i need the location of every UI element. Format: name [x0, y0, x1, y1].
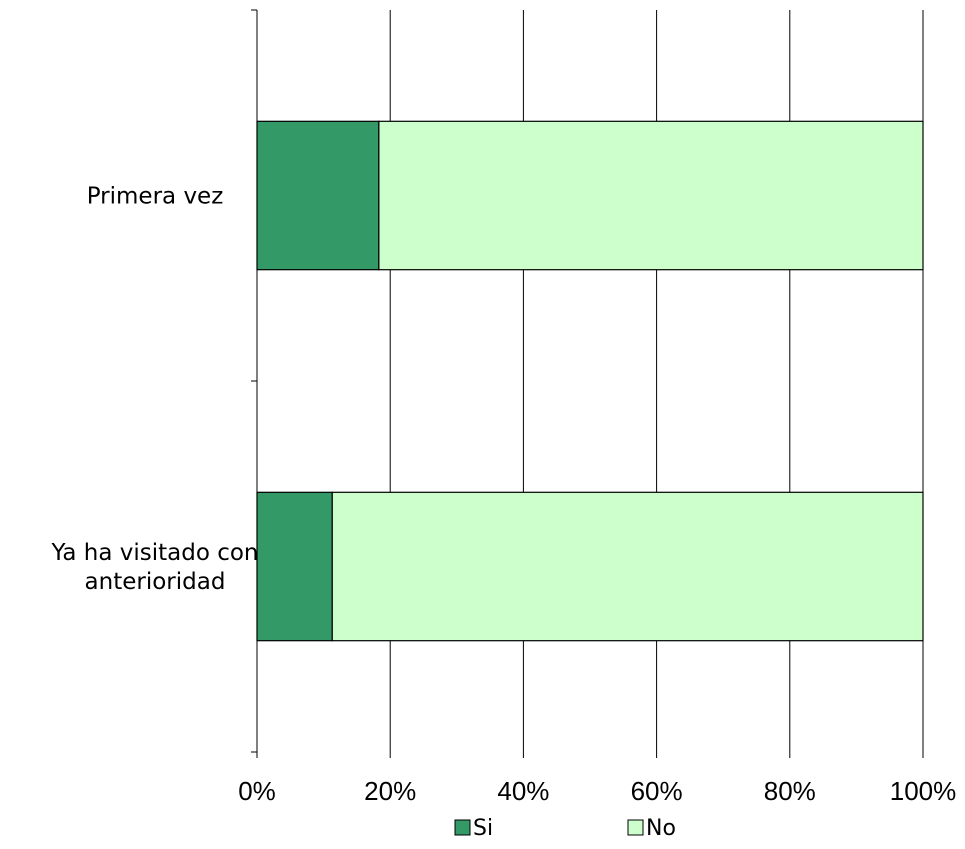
legend-label-si: Si: [473, 816, 493, 841]
labels: 0% 20% 40% 60% 80% 100% Primera vez Ya ha visit…: [50, 184, 956, 807]
legend: Si No: [454, 816, 676, 841]
axes: [251, 9, 924, 758]
x-tick-label: 20%: [364, 776, 416, 806]
bar-no: [331, 491, 924, 642]
legend-label-no: No: [646, 816, 676, 841]
category-label: Primera vez: [87, 184, 224, 210]
category-label: Ya ha visitado con: [50, 540, 258, 566]
x-tick-label: 100%: [890, 776, 957, 806]
legend-swatch-no: [627, 819, 644, 836]
x-tick-label: 0%: [238, 776, 276, 806]
bars: [256, 120, 924, 642]
legend-swatch-si: [454, 819, 471, 836]
category-label: anterioridad: [85, 569, 226, 595]
bar-no: [378, 120, 924, 271]
x-tick-label: 60%: [631, 776, 683, 806]
x-tick-label: 40%: [497, 776, 549, 806]
x-tick-label: 80%: [764, 776, 816, 806]
bar-si: [256, 120, 380, 271]
bar-si: [256, 491, 333, 642]
